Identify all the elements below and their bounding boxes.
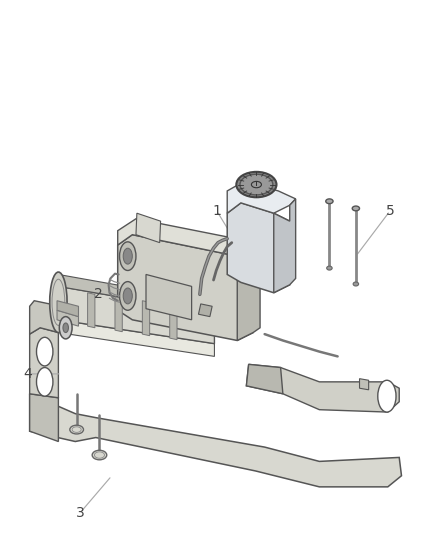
- Polygon shape: [198, 304, 212, 317]
- Polygon shape: [170, 305, 177, 340]
- Polygon shape: [142, 301, 150, 336]
- Polygon shape: [30, 328, 58, 398]
- Text: 1: 1: [212, 204, 221, 218]
- Ellipse shape: [353, 282, 359, 286]
- Polygon shape: [274, 199, 296, 293]
- Text: 2: 2: [94, 287, 102, 301]
- Polygon shape: [247, 365, 283, 394]
- Polygon shape: [227, 203, 290, 293]
- Circle shape: [120, 242, 136, 270]
- Ellipse shape: [326, 199, 333, 204]
- Circle shape: [123, 288, 132, 304]
- Polygon shape: [118, 219, 260, 264]
- Ellipse shape: [327, 266, 332, 270]
- Ellipse shape: [70, 425, 84, 434]
- Polygon shape: [146, 274, 192, 320]
- Polygon shape: [57, 310, 78, 326]
- Polygon shape: [115, 297, 122, 332]
- Polygon shape: [30, 301, 58, 334]
- Text: 3: 3: [75, 506, 84, 520]
- Ellipse shape: [92, 450, 107, 460]
- Ellipse shape: [352, 206, 360, 211]
- Circle shape: [36, 337, 53, 366]
- Text: 4: 4: [23, 367, 32, 381]
- Circle shape: [123, 248, 132, 264]
- Ellipse shape: [50, 272, 67, 333]
- Polygon shape: [118, 235, 253, 341]
- Polygon shape: [30, 394, 58, 441]
- Polygon shape: [227, 181, 296, 213]
- Polygon shape: [30, 394, 402, 487]
- Polygon shape: [58, 286, 215, 344]
- Circle shape: [378, 380, 396, 412]
- Circle shape: [59, 317, 72, 339]
- Circle shape: [63, 323, 68, 333]
- Polygon shape: [247, 365, 399, 412]
- Ellipse shape: [240, 174, 273, 195]
- Polygon shape: [57, 301, 78, 317]
- Circle shape: [120, 281, 136, 310]
- Ellipse shape: [237, 172, 276, 197]
- Polygon shape: [136, 213, 161, 243]
- Circle shape: [36, 368, 53, 396]
- Polygon shape: [58, 320, 215, 357]
- Polygon shape: [360, 378, 369, 390]
- Polygon shape: [237, 248, 260, 341]
- Polygon shape: [88, 293, 95, 328]
- Text: 5: 5: [386, 204, 395, 218]
- Polygon shape: [58, 274, 215, 313]
